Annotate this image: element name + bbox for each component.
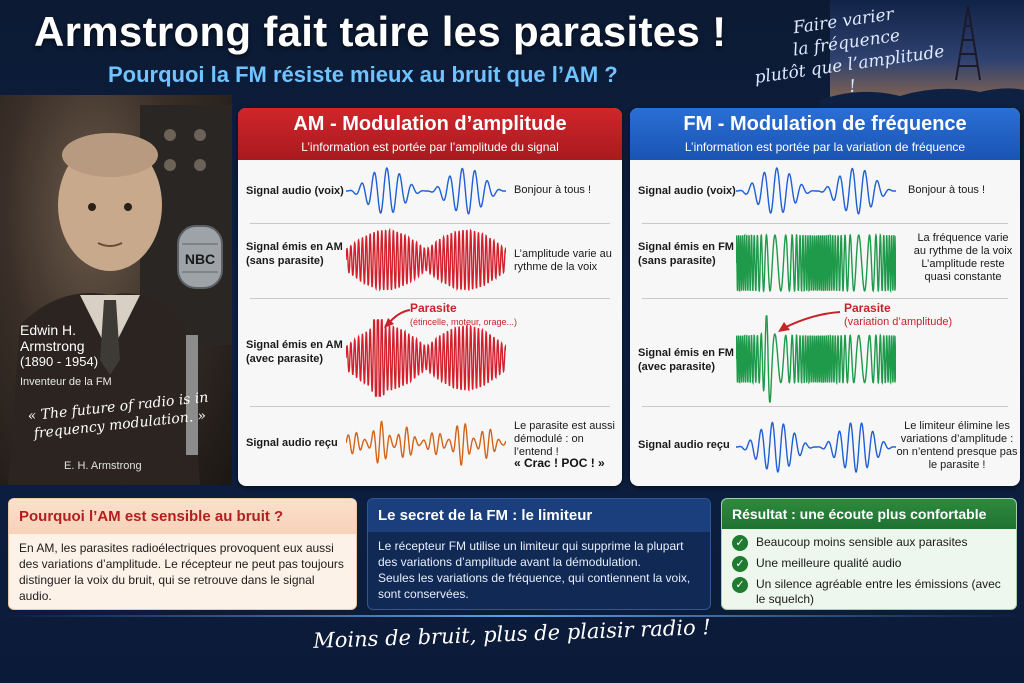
am-row-desc: Le parasite est aussi démodulé : on l’en… <box>514 420 615 458</box>
fm-waveform <box>736 232 896 294</box>
fm-noisy-waveform <box>736 315 896 403</box>
divider <box>642 223 1008 224</box>
am-title: AM - Modulation d’amplitude <box>293 113 567 135</box>
check-icon: ✓ <box>732 556 748 572</box>
am-row-label: Signal émis en AM (sans parasite) <box>246 241 343 267</box>
fm-row-desc: Le limiteur élimine les variations d’amp… <box>896 420 1018 471</box>
hills-silhouette <box>820 88 1024 110</box>
list-item: ✓ Une meilleure qualité audio <box>732 556 1006 572</box>
secret-box-text-1: Le récepteur FM utilise un limiteur qui … <box>378 539 684 569</box>
arrow-icon <box>384 309 411 328</box>
bio-years: (1890 - 1954) <box>20 354 99 369</box>
am-subtitle: L’information est portée par l’amplitude… <box>301 140 559 154</box>
fm-panel-header: FM - Modulation de fréquence L’informati… <box>630 108 1020 160</box>
fm-noisy-wave <box>736 315 896 403</box>
fm-row-desc: La fréquence varie au rythme de la voix … <box>913 232 1013 283</box>
am-voice-wave <box>346 167 506 215</box>
secret-box-title: Le secret de la FM : le limiteur <box>368 499 710 532</box>
divider <box>250 298 610 299</box>
page-subtitle: Pourquoi la FM résiste mieux au bruit qu… <box>108 62 618 87</box>
bio-role: Inventeur de la FM <box>20 376 112 388</box>
received-waveform <box>736 421 896 473</box>
radio-tower-icon <box>955 5 981 81</box>
fm-row-label: Signal émis en FM (sans parasite) <box>638 241 734 267</box>
quote-author: E. H. Armstrong <box>64 460 142 472</box>
fm-row-desc: Bonjour à tous ! <box>908 184 986 196</box>
am-noise-sound: « Crac ! POC ! » <box>514 456 605 470</box>
am-row-label: Signal audio reçu <box>246 437 338 449</box>
list-item: ✓ Beaucoup moins sensible aux parasites <box>732 535 1006 551</box>
secret-box-text-2: Seules les variations de fréquence, qui … <box>378 571 691 601</box>
divider <box>250 406 610 407</box>
why-box-text: En AM, les parasites radioélectriques pr… <box>19 541 344 603</box>
received-waveform <box>346 420 506 467</box>
fm-received-wave <box>736 421 896 473</box>
fm-panel: FM - Modulation de fréquence L’informati… <box>630 108 1020 486</box>
secret-box-text: Le récepteur FM utilise un limiteur qui … <box>368 532 710 608</box>
voice-waveform <box>346 167 506 215</box>
result-box-title: Résultat : une écoute plus confortable <box>722 499 1016 529</box>
fm-row-label: Signal audio reçu <box>638 439 730 451</box>
divider <box>642 298 1008 299</box>
divider <box>642 406 1008 407</box>
armstrong-portrait <box>0 95 232 485</box>
fm-row-label: Signal audio (voix) <box>638 185 736 197</box>
fm-subtitle: L’information est portée par la variatio… <box>684 140 966 154</box>
fm-parasite-detail: (variation d’amplitude) <box>844 316 953 328</box>
am-noisy-wave <box>346 319 506 397</box>
result-item-text: Beaucoup moins sensible aux parasites <box>756 535 968 549</box>
bio-name-first: Edwin H. <box>20 322 77 338</box>
fm-parasite-title: Parasite <box>844 301 891 315</box>
nbc-microphone-icon: NBC <box>177 225 223 289</box>
why-box-title: Pourquoi l’AM est sensible au bruit ? <box>9 499 356 534</box>
am-noise-explanation-box: Pourquoi l’AM est sensible au bruit ? En… <box>8 498 357 610</box>
check-icon: ✓ <box>732 577 748 593</box>
fm-title: FM - Modulation de fréquence <box>683 113 967 135</box>
result-item-text: Une meilleure qualité audio <box>756 556 902 570</box>
am-panel: AM - Modulation d’amplitude L’informatio… <box>238 108 622 486</box>
footer-divider <box>0 615 1024 617</box>
am-carrier-wave <box>346 228 506 292</box>
mic-label: NBC <box>185 251 215 267</box>
limiter-secret-box: Le secret de la FM : le limiteur Le réce… <box>367 498 711 610</box>
result-list: ✓ Beaucoup moins sensible aux parasites ✓… <box>722 529 1016 609</box>
portrait-illustration <box>8 105 232 485</box>
list-item: ✓ Un silence agréable entre les émissions… <box>732 577 1006 607</box>
page-title: Armstrong fait taire les parasites ! <box>34 8 727 55</box>
fm-row-label: Signal émis en FM (avec parasite) <box>638 347 734 373</box>
am-received-wave <box>346 420 506 467</box>
footer-slogan: Moins de bruit, plus de plaisir radio ! <box>312 615 712 653</box>
am-row-label: Signal audio (voix) <box>246 185 344 197</box>
am-row-label: Signal émis en AM (avec parasite) <box>246 339 343 365</box>
am-row-desc: Bonjour à tous ! <box>514 184 592 196</box>
am-waveform <box>346 228 506 292</box>
voice-waveform <box>736 167 896 215</box>
fm-voice-wave <box>736 167 896 215</box>
divider <box>250 223 610 224</box>
result-box: Résultat : une écoute plus confortable ✓… <box>721 498 1017 610</box>
bio-caption: Edwin H. Armstrong (1890 - 1954) Invente… <box>20 322 112 390</box>
fm-carrier-wave <box>736 232 896 294</box>
am-noisy-waveform <box>346 319 506 397</box>
result-item-text: Un silence agréable entre les émissions … <box>756 577 1001 606</box>
am-parasite-title: Parasite <box>410 301 457 315</box>
am-panel-header: AM - Modulation d’amplitude L’informatio… <box>238 108 622 160</box>
bio-name-last: Armstrong <box>20 338 85 354</box>
arrow-icon <box>778 311 841 332</box>
check-icon: ✓ <box>732 535 748 551</box>
am-row-desc: L’amplitude varie au rythme de la voix <box>514 248 612 273</box>
am-parasite-detail: (étincelle, moteur, orage...) <box>410 317 518 327</box>
